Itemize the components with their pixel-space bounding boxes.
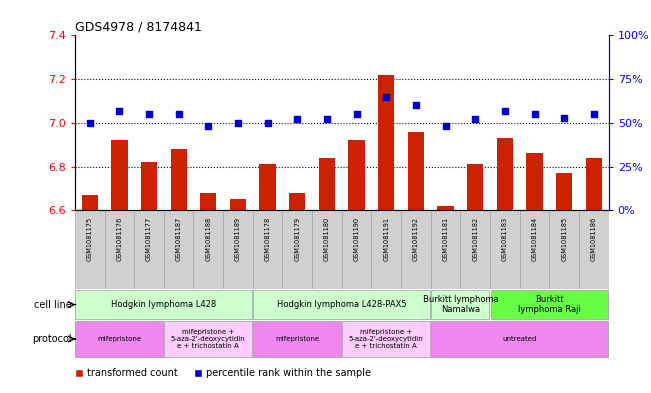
Bar: [467, 164, 484, 210]
Text: GSM1081183: GSM1081183: [502, 217, 508, 261]
Bar: [230, 199, 246, 210]
Bar: [378, 75, 395, 210]
Bar: [105, 210, 134, 289]
Bar: [253, 210, 283, 289]
Bar: [408, 132, 424, 210]
Bar: [75, 210, 105, 289]
Text: GSM1081182: GSM1081182: [472, 217, 478, 261]
Bar: [134, 210, 164, 289]
Text: GSM1081181: GSM1081181: [443, 217, 449, 261]
Text: GSM1081176: GSM1081176: [117, 217, 122, 261]
Bar: [579, 210, 609, 289]
Text: GSM1081187: GSM1081187: [176, 217, 182, 261]
Point: [589, 111, 599, 117]
Bar: [253, 290, 430, 319]
Text: GSM1081191: GSM1081191: [383, 217, 389, 261]
Bar: [164, 210, 193, 289]
Text: cell line: cell line: [34, 299, 72, 310]
Text: mifepristone +
5-aza-2'-deoxycytidin
e + trichostatin A: mifepristone + 5-aza-2'-deoxycytidin e +…: [171, 329, 245, 349]
Text: GSM1081185: GSM1081185: [561, 217, 567, 261]
Point: [322, 116, 332, 123]
Bar: [519, 210, 549, 289]
Point: [85, 120, 95, 126]
Point: [292, 116, 303, 123]
Bar: [491, 290, 608, 319]
Bar: [200, 193, 217, 210]
Bar: [283, 210, 312, 289]
Bar: [432, 321, 608, 357]
Text: Burkitt lymphoma
Namalwa: Burkitt lymphoma Namalwa: [422, 295, 498, 314]
Text: untreated: untreated: [503, 336, 537, 342]
Text: GSM1081190: GSM1081190: [353, 217, 359, 261]
Bar: [372, 210, 401, 289]
Text: Hodgkin lymphoma L428-PAX5: Hodgkin lymphoma L428-PAX5: [277, 300, 407, 309]
Bar: [111, 140, 128, 210]
Bar: [342, 321, 430, 357]
Text: mifepristone: mifepristone: [97, 336, 141, 342]
Bar: [342, 210, 372, 289]
Bar: [171, 149, 187, 210]
Bar: [527, 153, 543, 210]
Bar: [549, 210, 579, 289]
Point: [559, 114, 570, 121]
Bar: [260, 164, 276, 210]
Text: protocol: protocol: [32, 334, 72, 344]
Text: Burkitt
lymphoma Raji: Burkitt lymphoma Raji: [518, 295, 581, 314]
Bar: [289, 193, 305, 210]
Bar: [460, 210, 490, 289]
Bar: [253, 321, 341, 357]
Bar: [497, 138, 513, 210]
Text: GSM1081178: GSM1081178: [265, 217, 271, 261]
Point: [470, 116, 480, 123]
Text: GSM1081184: GSM1081184: [532, 217, 538, 261]
Bar: [193, 210, 223, 289]
Bar: [348, 140, 365, 210]
Point: [203, 123, 214, 129]
Bar: [556, 173, 572, 210]
Text: GSM1081186: GSM1081186: [591, 217, 597, 261]
Point: [114, 107, 124, 114]
Bar: [586, 158, 602, 210]
Bar: [432, 290, 490, 319]
Point: [352, 111, 362, 117]
Bar: [319, 158, 335, 210]
Bar: [81, 195, 98, 210]
Bar: [437, 206, 454, 210]
Text: GSM1081177: GSM1081177: [146, 217, 152, 261]
Point: [381, 94, 391, 100]
Text: GDS4978 / 8174841: GDS4978 / 8174841: [75, 20, 202, 33]
Text: GSM1081179: GSM1081179: [294, 217, 300, 261]
Text: GSM1081188: GSM1081188: [205, 217, 212, 261]
Text: Hodgkin lymphoma L428: Hodgkin lymphoma L428: [111, 300, 217, 309]
Bar: [141, 162, 157, 210]
Point: [411, 102, 421, 108]
Text: GSM1081180: GSM1081180: [324, 217, 330, 261]
Point: [144, 111, 154, 117]
Bar: [76, 321, 163, 357]
Text: mifepristone +
5-aza-2'-deoxycytidin
e + trichostatin A: mifepristone + 5-aza-2'-deoxycytidin e +…: [349, 329, 424, 349]
Bar: [431, 210, 460, 289]
Point: [233, 120, 243, 126]
Bar: [165, 321, 252, 357]
Bar: [223, 210, 253, 289]
Point: [262, 120, 273, 126]
Point: [440, 123, 450, 129]
Point: [529, 111, 540, 117]
Bar: [490, 210, 519, 289]
Text: mifepristone: mifepristone: [275, 336, 320, 342]
Text: GSM1081189: GSM1081189: [235, 217, 241, 261]
Point: [173, 111, 184, 117]
Text: GSM1081192: GSM1081192: [413, 217, 419, 261]
Text: GSM1081175: GSM1081175: [87, 217, 92, 261]
Point: [500, 107, 510, 114]
Bar: [401, 210, 431, 289]
Legend: transformed count, percentile rank within the sample: transformed count, percentile rank withi…: [70, 364, 375, 382]
Bar: [312, 210, 342, 289]
Bar: [76, 290, 252, 319]
